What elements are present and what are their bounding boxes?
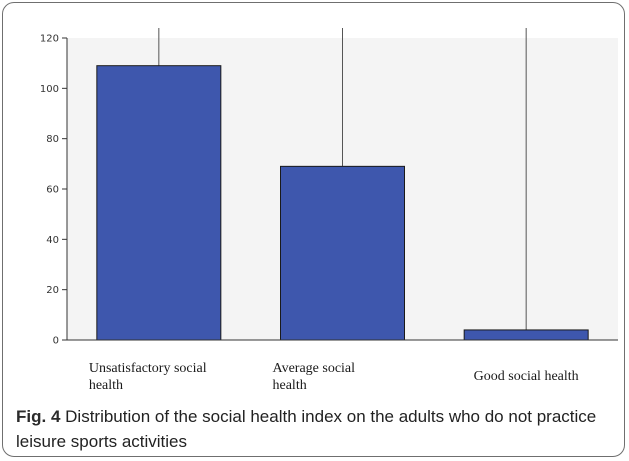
bar-1 — [280, 165, 405, 341]
y-tick-label: 20 — [46, 285, 59, 296]
y-tick-label: 60 — [46, 185, 59, 196]
y-tick-label: 120 — [40, 34, 59, 45]
y-tick-label: 100 — [40, 84, 59, 95]
figure-caption: Fig. 4 Distribution of the social health… — [16, 404, 616, 454]
bars — [96, 65, 589, 341]
x-category-label: Average social health — [273, 361, 356, 393]
y-ticks: 0 20 40 60 80 100 120 — [40, 34, 67, 347]
bar-0 — [96, 65, 222, 341]
y-tick-label: 40 — [46, 235, 59, 246]
bar-2 — [463, 329, 589, 341]
bar-chart: 0 20 40 60 80 100 120 Unsatisfactory social hea… — [40, 28, 618, 393]
y-tick-label: 0 — [53, 336, 59, 347]
figure-label: Fig. 4 — [16, 407, 61, 426]
x-category-label: Unsatisfactory social health — [89, 361, 207, 393]
y-tick-label: 80 — [46, 134, 59, 145]
figure-caption-text: Distribution of the social health index … — [16, 407, 597, 451]
x-category-label: Good social health — [474, 369, 579, 384]
x-labels: Unsatisfactory social health Average socia… — [89, 361, 579, 393]
